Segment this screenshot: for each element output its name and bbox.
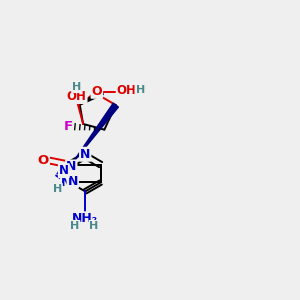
Text: H: H xyxy=(70,221,80,231)
Text: N: N xyxy=(66,160,76,173)
Text: H: H xyxy=(72,82,81,92)
Text: O: O xyxy=(38,154,49,167)
Polygon shape xyxy=(80,89,104,105)
Text: NH₂: NH₂ xyxy=(72,212,98,225)
Text: F: F xyxy=(64,120,73,133)
Text: H: H xyxy=(89,221,99,231)
Polygon shape xyxy=(71,103,118,165)
Text: N: N xyxy=(80,148,90,161)
Text: OH: OH xyxy=(67,90,87,103)
Text: H: H xyxy=(53,184,62,194)
Text: N: N xyxy=(61,176,71,189)
Text: OH: OH xyxy=(117,84,136,97)
Text: O: O xyxy=(92,85,102,98)
Text: N: N xyxy=(59,164,69,177)
Text: N: N xyxy=(68,175,78,188)
Text: H: H xyxy=(136,85,145,95)
